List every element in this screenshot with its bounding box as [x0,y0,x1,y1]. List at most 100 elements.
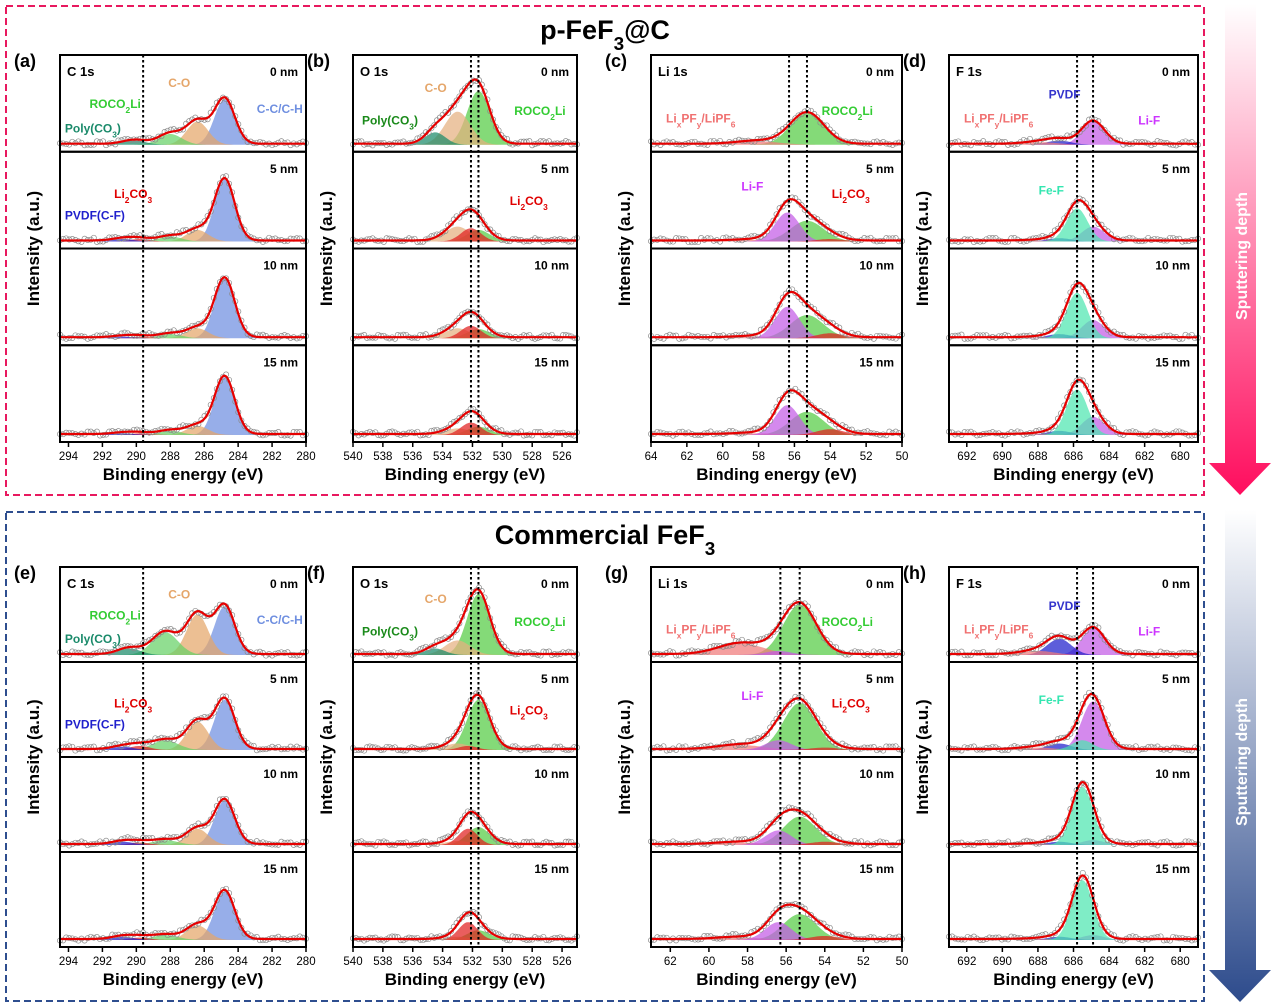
raw-data-point [546,332,552,339]
raw-data-point [366,934,373,941]
raw-data-point [1104,639,1111,646]
spectrum-row: 15 nm [946,355,1201,439]
raw-data-point [764,730,771,737]
depth-label: 15 nm [1155,862,1190,876]
panel-letter: (f) [307,563,325,583]
row-frame [352,851,578,948]
raw-data-point [456,415,463,422]
raw-data-point [1173,934,1180,941]
raw-data-point [1051,930,1058,937]
y-axis-label: Intensity (a.u.) [615,191,634,306]
fit-envelope [60,176,306,242]
element-title: F 1s [956,64,982,79]
panel-b: 0 nm 5 nm 10 nm 15 nm C-O ROCO2Li Poly(CO3) Li2… [307,51,580,484]
raw-data-point [551,236,558,243]
raw-data-point [1163,937,1170,944]
component-li2co3 [651,429,902,435]
raw-data-point [78,649,85,656]
sputtering-arrow-top [1209,4,1271,495]
raw-data-point [867,652,874,659]
depth-label: 10 nm [859,767,894,781]
y-axis-label: Intensity (a.u.) [913,699,932,814]
fit-envelope [60,888,306,941]
x-tick-label: 530 [493,956,512,968]
peak-annotation: LixPFy/LiPF6 [666,623,736,641]
raw-data-point [1135,139,1142,146]
raw-data-point [220,693,226,700]
raw-data-point [263,333,269,339]
raw-data-point [543,139,550,146]
x-tick-label: 56 [780,956,793,968]
raw-data-point [773,132,780,139]
raw-data-point [532,744,538,751]
raw-data-point [293,335,300,342]
x-axis-label: Binding energy (eV) [103,465,264,484]
raw-data-point [1011,934,1018,941]
raw-data-point [1182,649,1189,656]
raw-data-point [801,810,808,817]
element-title: Li 1s [658,576,688,591]
fit-envelope [949,119,1198,145]
raw-data-point [216,97,223,104]
raw-data-point [867,842,874,849]
x-tick-label: 532 [463,451,482,463]
raw-data-point [241,134,248,141]
raw-data-point [406,429,412,436]
depth-label: 5 nm [270,672,298,686]
element-title: Li 1s [658,64,688,79]
spectrum-row: 0 nm [57,577,309,659]
spectrum-row: 5 nm [946,672,1201,754]
x-tick-label: 60 [703,956,716,968]
raw-data-point [281,839,288,846]
raw-data-point [817,919,824,926]
component-roco2li [651,604,902,655]
x-tick-label: 692 [957,956,976,968]
element-title: C 1s [67,576,94,591]
peak-annotation: PVDF(C-F) [65,718,125,732]
peak-annotation: PVDF [1049,88,1081,102]
x-tick-label: 536 [403,451,422,463]
y-axis-label: Intensity (a.u.) [913,191,932,306]
depth-label: 15 nm [859,862,894,876]
component-fe-f [949,292,1198,339]
raw-data-point [476,212,482,219]
depth-label: 5 nm [866,672,894,686]
component-c-c-c-h [60,377,306,435]
raw-data-point [1151,652,1158,659]
raw-data-point [189,719,196,726]
spectrum-row: 0 nm [648,577,905,659]
y-axis-label: Intensity (a.u.) [615,699,634,814]
depth-label: 5 nm [1162,162,1190,176]
peak-annotation: Fe-F [1039,183,1064,197]
raw-data-point [272,934,279,941]
raw-data-point [565,238,572,245]
raw-data-point [1173,652,1180,659]
raw-data-point [873,747,880,754]
raw-data-point [685,746,692,753]
component-li2co3 [353,746,577,750]
raw-data-point [801,698,808,705]
depth-label: 10 nm [1155,259,1190,273]
component-pvdf-c-f- [60,239,306,242]
raw-data-point [1005,238,1012,245]
x-tick-label: 62 [664,956,677,968]
component-lixpfy-lipf6 [651,842,902,845]
spectrum-row: 15 nm [57,355,309,439]
raw-data-point [192,717,199,723]
raw-data-point [397,937,404,944]
x-tick-label: 280 [296,451,315,463]
raw-data-point [1154,236,1161,243]
raw-data-point [1148,429,1155,436]
depth-label: 0 nm [1162,65,1190,79]
raw-data-point [263,937,269,944]
component-c-o [60,828,306,845]
raw-data-point [1008,842,1015,849]
component-roco2li [60,236,306,242]
row-frame [59,851,307,948]
panel-letter: (e) [14,563,36,583]
component-li-f [651,922,902,940]
raw-data-point [389,236,396,243]
spectrum-row: 5 nm [350,672,580,754]
depth-label: 0 nm [1162,577,1190,591]
